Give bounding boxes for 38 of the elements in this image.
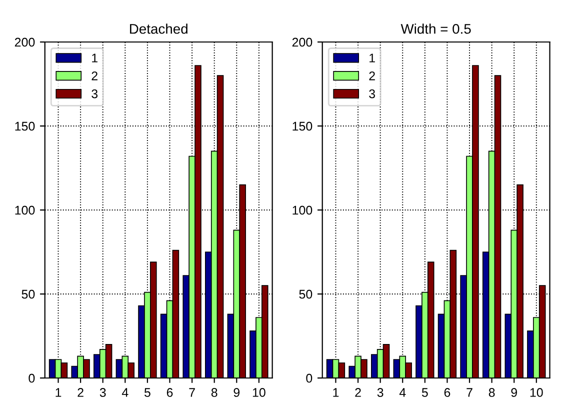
legend-label: 1 xyxy=(370,54,375,62)
legend-label: 3 xyxy=(92,89,98,98)
y-tick-label: 0 xyxy=(28,374,35,383)
x-tick-label: 8 xyxy=(211,388,218,397)
chart-title: Width = 0.5 xyxy=(400,24,471,34)
x-tick-label: 1 xyxy=(333,388,339,397)
y-tick-label: 0 xyxy=(306,374,312,383)
y-tick-label: 50 xyxy=(299,290,312,299)
y-tick-label: 100 xyxy=(292,206,312,215)
x-tick-label: 5 xyxy=(144,388,150,397)
x-tick-label: 7 xyxy=(189,388,195,397)
x-tick-label: 6 xyxy=(166,388,173,397)
legend-label: 2 xyxy=(92,71,98,80)
legend-label: 3 xyxy=(369,89,375,98)
y-tick-label: 150 xyxy=(15,122,35,131)
legend-label: 2 xyxy=(369,71,375,80)
x-tick-label: 6 xyxy=(444,388,450,397)
legend-label: 1 xyxy=(92,54,98,62)
y-tick-label: 150 xyxy=(292,122,312,131)
x-tick-label: 9 xyxy=(234,388,240,397)
x-tick-label: 10 xyxy=(530,388,543,397)
x-tick-label: 7 xyxy=(466,388,472,397)
y-tick-label: 50 xyxy=(22,290,35,299)
x-tick-label: 2 xyxy=(78,388,84,397)
chart-title: Detached xyxy=(130,24,188,34)
x-tick-label: 5 xyxy=(422,388,428,397)
x-tick-label: 4 xyxy=(122,388,128,397)
x-tick-label: 3 xyxy=(377,388,384,397)
y-tick-label: 100 xyxy=(15,206,35,215)
x-tick-label: 10 xyxy=(252,388,266,397)
x-tick-label: 4 xyxy=(399,388,406,397)
y-tick-label: 200 xyxy=(292,38,312,47)
y-tick-label: 200 xyxy=(14,38,35,47)
x-tick-label: 9 xyxy=(511,388,517,397)
x-tick-label: 2 xyxy=(355,388,361,397)
x-tick-label: 8 xyxy=(488,388,495,397)
x-tick-label: 3 xyxy=(100,388,106,397)
x-tick-label: 1 xyxy=(56,388,62,397)
